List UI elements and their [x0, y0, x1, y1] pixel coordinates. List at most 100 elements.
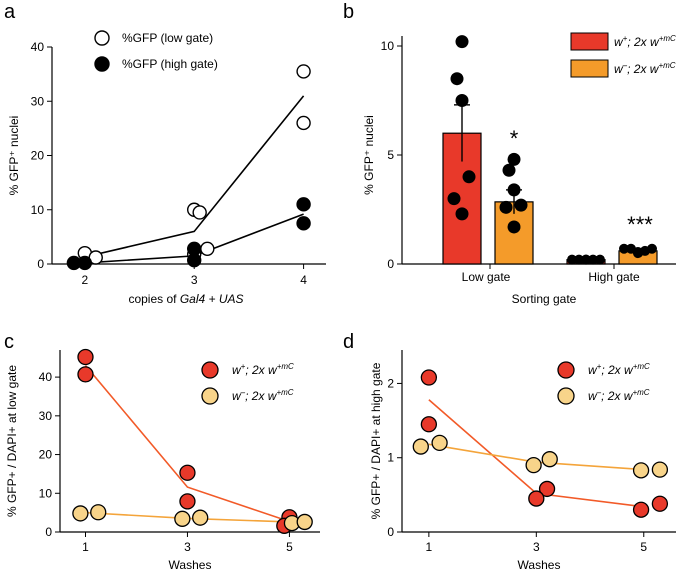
y-tick-label: 0 — [37, 257, 44, 271]
y-tick-label: 2 — [387, 376, 394, 390]
data-point-high-gate — [187, 253, 202, 268]
x-axis-label: Washes — [169, 558, 212, 572]
y-tick-label: 1 — [387, 451, 394, 465]
y-tick-label: 10 — [39, 486, 53, 500]
data-point-low-gate — [296, 64, 311, 79]
x-axis-label: copies of Gal4 + UAS — [128, 292, 243, 306]
y-tick-label: 20 — [31, 149, 45, 163]
data-point — [179, 493, 196, 510]
y-tick-label: 30 — [39, 409, 53, 423]
y-axis-label: % GFP+ / DAPI+ at low gate — [5, 365, 19, 517]
y-tick-label: 0 — [387, 525, 394, 539]
legend-label: w–; 2x w+mC — [232, 388, 294, 403]
data-point-low-gate — [200, 241, 215, 257]
panel-label-a: a — [4, 1, 16, 23]
data-point — [412, 438, 429, 455]
data-point — [507, 220, 521, 234]
data-point — [179, 464, 196, 481]
data-point — [633, 247, 643, 258]
data-point — [588, 254, 598, 265]
fit-line — [84, 364, 290, 523]
chart-panel-b: 0 5 10 % GFP⁺ nuclei Low gate High gate Sortin… — [362, 32, 676, 306]
data-point — [296, 513, 313, 531]
data-point — [647, 243, 657, 254]
y-axis-label: % GFP⁺ nuclei — [362, 115, 376, 195]
x-tick-label: 3 — [191, 273, 198, 287]
data-point-low-gate — [192, 205, 207, 220]
fit-line-low-gate — [84, 95, 305, 258]
data-point — [455, 35, 469, 49]
chart-panel-d: 0 1 2 1 3 5 % GFP+ / DAPI+ at high gate Washes w… — [369, 350, 676, 572]
legend-label: w+; 2x w+mC — [232, 362, 294, 377]
data-point — [455, 94, 469, 107]
data-point — [502, 163, 516, 177]
x-tick-label: 1 — [426, 540, 433, 554]
x-axis-label: Washes — [518, 558, 561, 572]
data-point — [595, 254, 605, 265]
data-point-high-gate — [296, 197, 311, 212]
data-point — [450, 72, 464, 86]
panel-label-c: c — [4, 331, 14, 353]
data-point — [567, 254, 577, 265]
y-tick-label: 0 — [45, 525, 52, 539]
y-tick-label: 5 — [387, 148, 394, 162]
y-tick-label: 40 — [39, 370, 53, 384]
data-point-high-gate — [77, 255, 93, 271]
chart-panel-a: 0 10 20 30 40 2 3 4 % GFP⁺ nuclei copies of Gal4 … — [7, 30, 326, 306]
x-tick-label: 3 — [184, 540, 191, 554]
legend-marker-high-gate — [94, 56, 110, 72]
data-point — [525, 456, 542, 474]
data-point — [514, 198, 528, 212]
data-point — [581, 254, 591, 265]
y-tick-label: 20 — [39, 448, 53, 462]
data-point — [632, 501, 650, 518]
legend-marker-low-gate — [94, 30, 110, 46]
panel-label-d: d — [343, 331, 354, 353]
x-tick-label: Low gate — [462, 270, 511, 284]
data-point — [447, 192, 461, 206]
data-point — [574, 254, 584, 265]
x-tick-label: 1 — [82, 540, 89, 554]
data-point — [651, 495, 669, 512]
x-tick-label: High gate — [588, 270, 640, 284]
legend-label-high-gate: %GFP (high gate) — [122, 57, 218, 71]
legend-label: w–; 2x w+mC — [614, 61, 676, 76]
data-point-high-gate — [296, 216, 311, 231]
x-tick-label: 2 — [81, 273, 88, 287]
data-point — [507, 183, 521, 197]
legend-marker — [570, 32, 609, 51]
legend-label: w+; 2x w+mC — [614, 34, 676, 49]
legend-marker — [201, 387, 219, 405]
data-point — [538, 480, 556, 498]
x-tick-label: 5 — [286, 540, 293, 554]
x-tick-label: 5 — [640, 540, 647, 554]
data-point — [462, 170, 476, 184]
y-axis-label: % GFP+ / DAPI+ at high gate — [369, 362, 383, 519]
data-point — [541, 451, 558, 468]
data-point — [619, 243, 629, 254]
y-tick-label: 40 — [31, 40, 45, 54]
data-point — [455, 207, 469, 221]
x-tick-label: 4 — [300, 273, 307, 287]
legend-label: w–; 2x w+mC — [588, 388, 650, 403]
data-point — [90, 504, 107, 521]
significance-marker: * — [510, 126, 519, 151]
data-point — [420, 369, 438, 386]
data-point — [632, 462, 650, 479]
data-point-low-gate — [296, 115, 311, 131]
legend-label: w+; 2x w+mC — [588, 362, 650, 377]
data-point — [528, 490, 545, 507]
legend-marker — [201, 361, 219, 379]
significance-marker: *** — [627, 212, 653, 237]
data-point — [77, 366, 94, 383]
data-point — [77, 348, 94, 366]
y-tick-label: 0 — [387, 257, 394, 271]
legend-marker — [570, 59, 609, 78]
data-point — [174, 510, 191, 527]
legend-label-low-gate: %GFP (low gate) — [122, 31, 213, 45]
y-tick-label: 30 — [31, 94, 45, 108]
x-tick-label: 3 — [533, 540, 540, 554]
data-point — [651, 461, 669, 478]
y-tick-label: 10 — [31, 203, 45, 217]
